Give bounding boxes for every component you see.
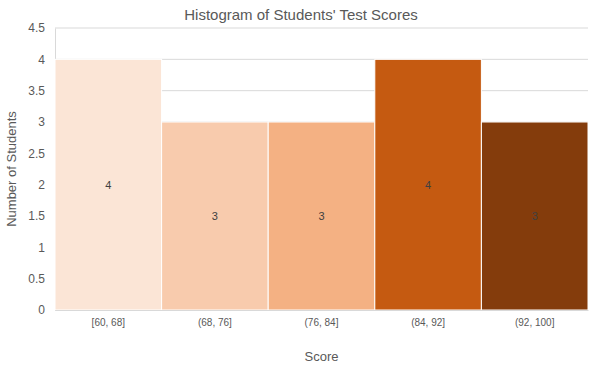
bar <box>481 122 588 310</box>
x-tick-label: (68, 76] <box>198 317 232 328</box>
bar <box>162 122 269 310</box>
y-tick-label: 1 <box>38 241 45 255</box>
data-label: 4 <box>105 179 111 191</box>
bar <box>268 122 375 310</box>
plot: 0 0.5 1 1.5 2 2.5 3 3.5 4 4.5 [60, 68] (68, 76] (76,… <box>28 21 588 328</box>
x-tick-label: [60, 68] <box>92 317 126 328</box>
y-tick-label: 2 <box>38 178 45 192</box>
y-tick: 2.5 <box>28 147 55 161</box>
x-tick-label: (92, 100] <box>515 317 555 328</box>
y-axis: 0 0.5 1 1.5 2 2.5 3 3.5 4 4.5 <box>28 21 55 317</box>
x-axis-title: Score <box>305 349 339 364</box>
data-label: 4 <box>425 179 431 191</box>
grid <box>55 28 588 310</box>
y-tick-label: 4 <box>38 53 45 67</box>
x-tick-labels: [60, 68] (68, 76] (76, 84] (84, 92] (92, 100… <box>92 317 555 328</box>
x-tick-label: (76, 84] <box>305 317 339 328</box>
title: Histogram of Students' Test Scores <box>184 6 418 23</box>
data-label: 3 <box>318 210 324 222</box>
y-tick: 0.5 <box>28 272 55 286</box>
y-tick-label: 3 <box>38 115 45 129</box>
grid-line <box>55 28 588 29</box>
y-tick-label: 4.5 <box>28 21 45 35</box>
y-tick-label: 0 <box>38 303 45 317</box>
chart: 0 0.5 1 1.5 2 2.5 3 3.5 4 4.5 [60, 68] (68, 76] (76,… <box>0 0 602 375</box>
y-tick: 0 <box>38 303 55 317</box>
x-tick-label: (84, 92] <box>411 317 445 328</box>
y-tick: 4 <box>38 53 55 67</box>
y-tick: 3 <box>38 115 55 129</box>
y-tick: 2 <box>38 178 55 192</box>
bar <box>55 59 162 310</box>
bars <box>55 59 588 310</box>
y-axis-title: Number of Students <box>4 111 19 227</box>
data-label: 3 <box>532 210 538 222</box>
y-tick: 1.5 <box>28 209 55 223</box>
data-label: 3 <box>212 210 218 222</box>
y-tick-label: 0.5 <box>28 272 45 286</box>
data-labels: 4 3 3 4 3 <box>105 179 538 222</box>
y-tick-label: 1.5 <box>28 209 45 223</box>
y-tick: 3.5 <box>28 84 55 98</box>
y-tick: 4.5 <box>28 21 55 35</box>
bar <box>375 59 482 310</box>
x-axis <box>56 310 589 311</box>
y-tick: 1 <box>38 241 55 255</box>
y-tick-label: 3.5 <box>28 84 45 98</box>
y-tick-label: 2.5 <box>28 147 45 161</box>
x-axis-line <box>56 310 589 311</box>
